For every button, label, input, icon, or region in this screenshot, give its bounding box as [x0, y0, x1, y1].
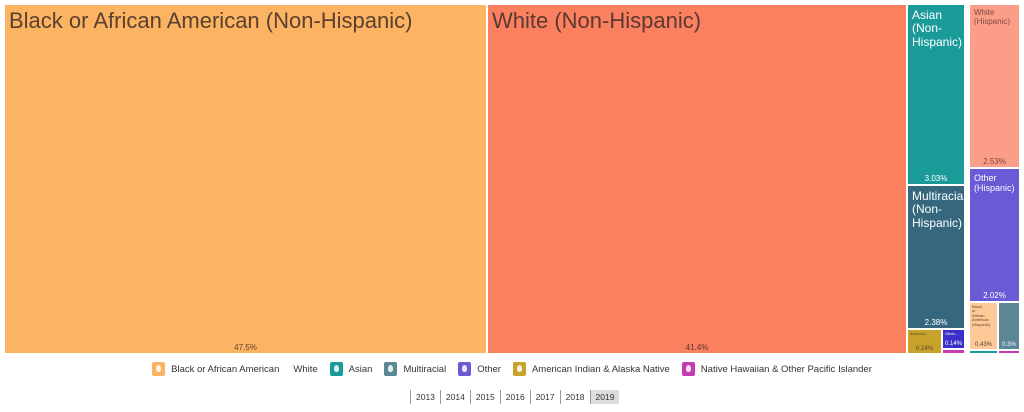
year-button[interactable]: 2014	[439, 390, 470, 404]
tile-value: 0.14%	[944, 341, 962, 347]
legend-label: Asian	[348, 363, 373, 375]
tile-value: 0.3%	[1002, 342, 1016, 348]
treemap-tile[interactable]	[998, 350, 1020, 354]
tile-value: 47.5%	[234, 343, 257, 352]
legend-label: American Indian & Alaska Native	[531, 363, 670, 375]
treemap-tile[interactable]: White (Hispanic) 2.53%	[969, 4, 1020, 168]
legend-item[interactable]: Black or African American	[152, 362, 279, 376]
treemap-tile[interactable]: Other... 0.14%	[942, 329, 965, 349]
tile-value: 2.02%	[983, 291, 1006, 300]
year-button[interactable]: 2017	[529, 390, 560, 404]
legend-item[interactable]: American Indian & Alaska Native	[512, 362, 670, 376]
tile-label: White (Non-Hispanic)	[492, 8, 702, 33]
year-button[interactable]: 2013	[410, 390, 440, 404]
legend-label: Other	[477, 363, 501, 375]
person-icon	[512, 362, 526, 376]
treemap-tile[interactable]: White (Non-Hispanic) 41.4%	[487, 4, 907, 354]
tile-value: 2.38%	[924, 318, 948, 327]
tile-label: Black or African American (Non-Hispanic)	[9, 8, 413, 33]
tile-value: 2.53%	[983, 157, 1006, 166]
treemap-chart: Black or African American (Non-Hispanic)…	[4, 4, 1020, 354]
treemap-tile[interactable]: Other (Hispanic) 2.02%	[969, 168, 1020, 302]
treemap-tile[interactable]: Black or African American (Non-Hispanic)…	[4, 4, 487, 354]
legend-label: Black or African American	[171, 363, 280, 375]
treemap-tile[interactable]: 0.3%	[998, 302, 1020, 350]
year-button[interactable]: 2018	[559, 390, 590, 404]
legend-label: Native Hawaiian & Other Pacific Islander	[700, 363, 872, 375]
treemap-tile[interactable]: America... 0.24%	[907, 329, 942, 354]
tile-label: White (Hispanic)	[974, 8, 1011, 26]
person-icon	[458, 362, 472, 376]
tile-value: 3.03%	[924, 174, 948, 183]
person-icon	[681, 362, 695, 376]
tile-label: Other...	[945, 331, 959, 336]
tile-value: 41.4%	[685, 343, 709, 352]
legend-label: Multiracial	[403, 363, 447, 375]
tile-value: 0.43%	[974, 342, 992, 348]
year-button[interactable]: 2015	[469, 390, 500, 404]
treemap-tile[interactable]: Black or African American (Hispanic) 0.43…	[969, 302, 998, 350]
tile-label: America...	[910, 331, 929, 336]
person-icon	[384, 362, 398, 376]
treemap-tile[interactable]	[969, 350, 998, 354]
person-icon	[329, 362, 343, 376]
year-button[interactable]: 2016	[499, 390, 530, 404]
legend-item[interactable]: Asian	[329, 362, 373, 376]
legend-item[interactable]: Multiracial	[384, 362, 446, 376]
treemap-tile[interactable]: Asian (Non-Hispanic) 3.03%	[907, 4, 965, 185]
person-icon	[152, 362, 166, 376]
legend-item[interactable]: Other	[458, 362, 501, 376]
legend-item[interactable]: Native Hawaiian & Other Pacific Islander	[681, 362, 872, 376]
year-button[interactable]: 2019	[589, 390, 620, 404]
tile-label: Multiracial (Non-Hispanic)	[912, 189, 965, 230]
tile-label: Asian (Non-Hispanic)	[912, 8, 963, 49]
legend-item[interactable]: White	[291, 362, 317, 376]
legend-label: White	[293, 363, 318, 375]
year-selector: 2013 2014 2015 2016 2017 2018 2019	[410, 390, 620, 404]
treemap-tile[interactable]: Multiracial (Non-Hispanic) 2.38%	[907, 185, 965, 329]
tile-value: 0.24%	[915, 346, 933, 352]
legend: Black or African American White Asian Multi…	[0, 362, 1024, 376]
treemap-tile[interactable]	[942, 349, 965, 354]
tile-label: Black or African American (Hispanic)	[972, 304, 991, 327]
tile-label: Other (Hispanic)	[974, 173, 1015, 194]
